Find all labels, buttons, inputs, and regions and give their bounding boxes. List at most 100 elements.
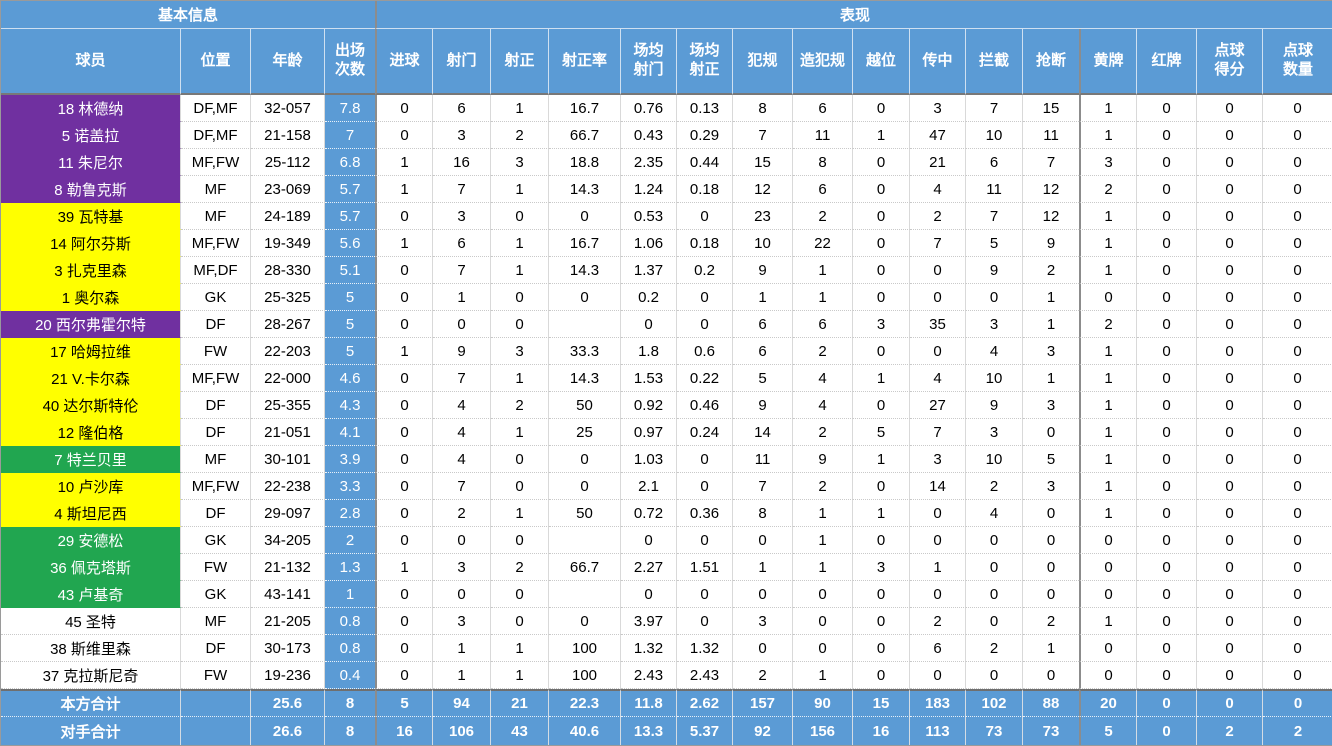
cell-tackles[interactable]: 0 xyxy=(1023,581,1080,608)
cell-tackles[interactable]: 0 xyxy=(1023,419,1080,446)
cell-player[interactable]: 8 勒鲁克斯 xyxy=(1,176,181,203)
cell-offsides[interactable]: 3 xyxy=(853,554,911,581)
cell-shots_on_target[interactable]: 1 xyxy=(491,257,550,284)
cell-shot_accuracy[interactable] xyxy=(549,311,622,338)
cell-crosses[interactable]: 4 xyxy=(910,365,967,392)
cell-penalty_goals[interactable]: 0 xyxy=(1197,608,1264,635)
cell-interceptions[interactable]: 11 xyxy=(966,176,1024,203)
cell-player[interactable]: 7 特兰贝里 xyxy=(1,446,181,473)
cell-age[interactable]: 25.6 xyxy=(251,689,325,717)
cell-red_cards[interactable]: 0 xyxy=(1137,527,1198,554)
cell-red_cards[interactable]: 0 xyxy=(1137,149,1198,176)
cell-offsides[interactable]: 15 xyxy=(853,689,911,717)
cell-position[interactable]: DF xyxy=(181,500,251,527)
cell-shot_accuracy[interactable]: 0 xyxy=(549,608,622,635)
cell-apps[interactable]: 5 xyxy=(325,311,376,338)
cell-shots_on_target[interactable]: 0 xyxy=(491,446,550,473)
cell-avg_shots[interactable]: 2.27 xyxy=(621,554,678,581)
cell-age[interactable]: 26.6 xyxy=(251,717,325,745)
cell-tackles[interactable]: 7 xyxy=(1023,149,1080,176)
cell-age[interactable]: 19-236 xyxy=(251,662,325,689)
cell-goals[interactable]: 0 xyxy=(375,662,434,689)
cell-avg_shots[interactable]: 1.32 xyxy=(621,635,678,662)
cell-fouls[interactable]: 7 xyxy=(733,473,794,500)
cell-shots_on_target[interactable]: 1 xyxy=(491,500,550,527)
cell-goals[interactable]: 0 xyxy=(375,419,434,446)
cell-goals[interactable]: 1 xyxy=(375,230,434,257)
cell-avg_shots[interactable]: 0 xyxy=(621,311,678,338)
cell-yellow_cards[interactable]: 1 xyxy=(1079,257,1138,284)
cell-age[interactable]: 21-132 xyxy=(251,554,325,581)
cell-fouls_drawn[interactable]: 11 xyxy=(793,122,854,149)
cell-penalty_count[interactable]: 0 xyxy=(1263,689,1332,717)
cell-yellow_cards[interactable]: 1 xyxy=(1079,500,1138,527)
cell-player[interactable]: 43 卢基奇 xyxy=(1,581,181,608)
cell-player[interactable]: 40 达尔斯特伦 xyxy=(1,392,181,419)
cell-offsides[interactable]: 0 xyxy=(853,176,911,203)
cell-penalty_count[interactable]: 0 xyxy=(1263,257,1332,284)
cell-penalty_count[interactable]: 0 xyxy=(1263,230,1332,257)
cell-tackles[interactable]: 0 xyxy=(1023,554,1080,581)
cell-fouls_drawn[interactable]: 0 xyxy=(793,635,854,662)
cell-red_cards[interactable]: 0 xyxy=(1137,95,1198,122)
cell-offsides[interactable]: 0 xyxy=(853,581,911,608)
cell-fouls_drawn[interactable]: 1 xyxy=(793,662,854,689)
cell-shot_accuracy[interactable]: 16.7 xyxy=(549,230,622,257)
cell-offsides[interactable]: 1 xyxy=(853,446,911,473)
cell-shots[interactable]: 3 xyxy=(433,122,492,149)
cell-apps[interactable]: 6.8 xyxy=(325,149,376,176)
cell-yellow_cards[interactable]: 3 xyxy=(1079,149,1138,176)
cell-avg_shots[interactable]: 1.24 xyxy=(621,176,678,203)
cell-shot_accuracy[interactable]: 66.7 xyxy=(549,554,622,581)
column-header-shot_accuracy[interactable]: 射正率 xyxy=(549,29,622,95)
cell-shot_accuracy[interactable] xyxy=(549,581,622,608)
cell-player[interactable]: 29 安德松 xyxy=(1,527,181,554)
cell-age[interactable]: 30-173 xyxy=(251,635,325,662)
cell-player[interactable]: 1 奥尔森 xyxy=(1,284,181,311)
cell-goals[interactable]: 0 xyxy=(375,95,434,122)
cell-fouls[interactable]: 92 xyxy=(733,717,794,745)
cell-age[interactable]: 22-203 xyxy=(251,338,325,365)
cell-penalty_goals[interactable]: 0 xyxy=(1197,311,1264,338)
cell-crosses[interactable]: 0 xyxy=(910,581,967,608)
cell-age[interactable]: 28-330 xyxy=(251,257,325,284)
cell-penalty_count[interactable]: 0 xyxy=(1263,554,1332,581)
cell-offsides[interactable]: 0 xyxy=(853,392,911,419)
cell-position[interactable]: FW xyxy=(181,554,251,581)
cell-interceptions[interactable]: 0 xyxy=(966,554,1024,581)
cell-fouls_drawn[interactable]: 1 xyxy=(793,500,854,527)
cell-avg_shots_on_target[interactable]: 0.13 xyxy=(677,95,734,122)
cell-apps[interactable]: 5.7 xyxy=(325,203,376,230)
cell-tackles[interactable]: 3 xyxy=(1023,338,1080,365)
column-header-position[interactable]: 位置 xyxy=(181,29,251,95)
cell-red_cards[interactable]: 0 xyxy=(1137,717,1198,745)
cell-shots[interactable]: 4 xyxy=(433,419,492,446)
cell-fouls[interactable]: 0 xyxy=(733,635,794,662)
cell-shot_accuracy[interactable]: 50 xyxy=(549,500,622,527)
cell-penalty_goals[interactable]: 0 xyxy=(1197,689,1264,717)
cell-fouls_drawn[interactable]: 2 xyxy=(793,419,854,446)
cell-yellow_cards[interactable]: 1 xyxy=(1079,122,1138,149)
cell-avg_shots_on_target[interactable]: 0 xyxy=(677,284,734,311)
cell-fouls[interactable]: 7 xyxy=(733,122,794,149)
cell-crosses[interactable]: 1 xyxy=(910,554,967,581)
cell-goals[interactable]: 0 xyxy=(375,581,434,608)
cell-shot_accuracy[interactable]: 22.3 xyxy=(549,689,622,717)
cell-avg_shots[interactable]: 1.06 xyxy=(621,230,678,257)
cell-interceptions[interactable]: 10 xyxy=(966,365,1024,392)
cell-penalty_goals[interactable]: 0 xyxy=(1197,392,1264,419)
cell-avg_shots_on_target[interactable]: 0.22 xyxy=(677,365,734,392)
cell-tackles[interactable]: 2 xyxy=(1023,608,1080,635)
cell-interceptions[interactable]: 7 xyxy=(966,203,1024,230)
cell-yellow_cards[interactable]: 1 xyxy=(1079,203,1138,230)
column-header-age[interactable]: 年龄 xyxy=(251,29,325,95)
cell-avg_shots_on_target[interactable]: 0 xyxy=(677,608,734,635)
cell-shots[interactable]: 1 xyxy=(433,284,492,311)
cell-interceptions[interactable]: 0 xyxy=(966,284,1024,311)
cell-age[interactable]: 43-141 xyxy=(251,581,325,608)
cell-age[interactable]: 29-097 xyxy=(251,500,325,527)
cell-tackles[interactable]: 1 xyxy=(1023,365,1080,392)
cell-penalty_goals[interactable]: 0 xyxy=(1197,473,1264,500)
cell-penalty_goals[interactable]: 0 xyxy=(1197,338,1264,365)
cell-position[interactable]: GK xyxy=(181,284,251,311)
